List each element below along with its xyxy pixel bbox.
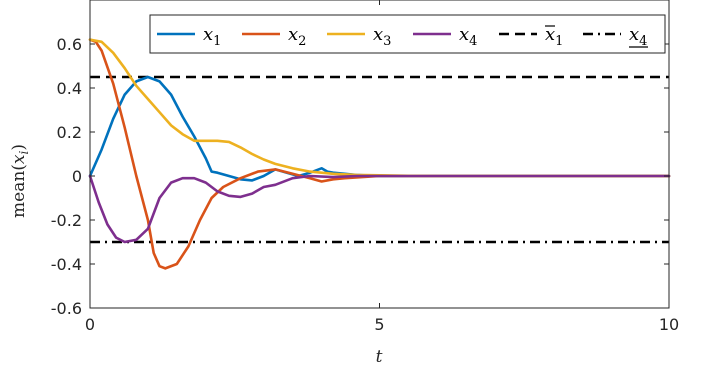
y-tick-label: -0.6: [51, 299, 82, 318]
y-tick-label: 0: [72, 167, 82, 186]
x-tick-label: 5: [374, 315, 384, 334]
legend-label-1: x1: [203, 24, 221, 49]
legend-label-3: x3: [373, 24, 391, 49]
series-line-4: [88, 174, 671, 244]
legend: x1 x2 x3 x4 x1 x4: [149, 14, 666, 54]
legend-label-4: x4: [459, 24, 477, 49]
y-tick-label: -0.4: [51, 255, 82, 274]
x-axis-label: t: [376, 347, 383, 367]
y-axis-label: mean(xi): [9, 144, 31, 218]
y-axis: -0.6 -0.4 -0.2 0 0.2 0.4 0.6: [51, 35, 669, 318]
y-tick-label: 0.2: [57, 123, 82, 142]
y-tick-label: -0.2: [51, 211, 82, 230]
legend-box: [149, 14, 666, 54]
x-tick-label: 0: [85, 315, 95, 334]
y-tick-label: 0.4: [57, 79, 82, 98]
legend-label-2: x2: [288, 24, 306, 49]
legend-label-6: x4: [629, 24, 647, 49]
x-tick-label: 10: [659, 315, 679, 334]
y-tick-label: 0.6: [57, 35, 82, 54]
x-axis: 0 5 10: [85, 0, 679, 334]
legend-label-5: x1: [545, 24, 563, 49]
